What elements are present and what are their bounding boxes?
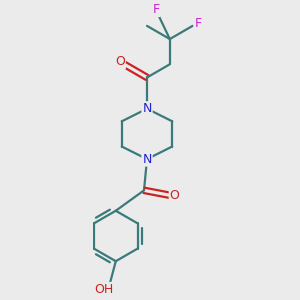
Text: O: O bbox=[115, 56, 125, 68]
Text: O: O bbox=[170, 189, 180, 202]
Text: F: F bbox=[152, 3, 160, 16]
Text: N: N bbox=[142, 153, 152, 166]
Text: OH: OH bbox=[94, 283, 113, 296]
Text: N: N bbox=[142, 102, 152, 115]
Text: F: F bbox=[194, 17, 202, 30]
